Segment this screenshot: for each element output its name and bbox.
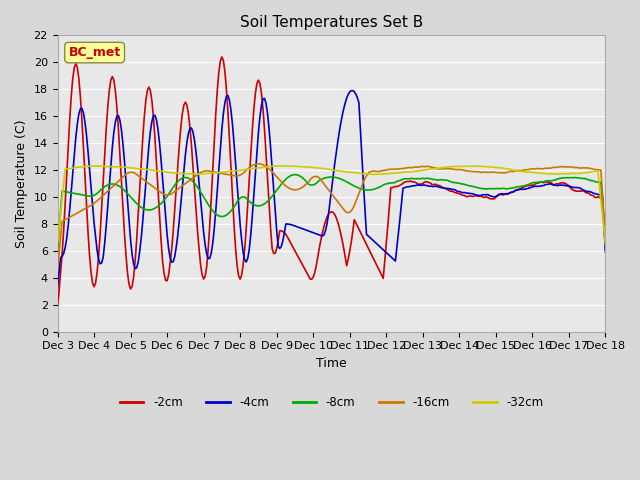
Legend: -2cm, -4cm, -8cm, -16cm, -32cm: -2cm, -4cm, -8cm, -16cm, -32cm	[115, 391, 548, 413]
Text: BC_met: BC_met	[68, 46, 121, 59]
Title: Soil Temperatures Set B: Soil Temperatures Set B	[240, 15, 423, 30]
X-axis label: Time: Time	[316, 357, 347, 370]
Y-axis label: Soil Temperature (C): Soil Temperature (C)	[15, 119, 28, 248]
